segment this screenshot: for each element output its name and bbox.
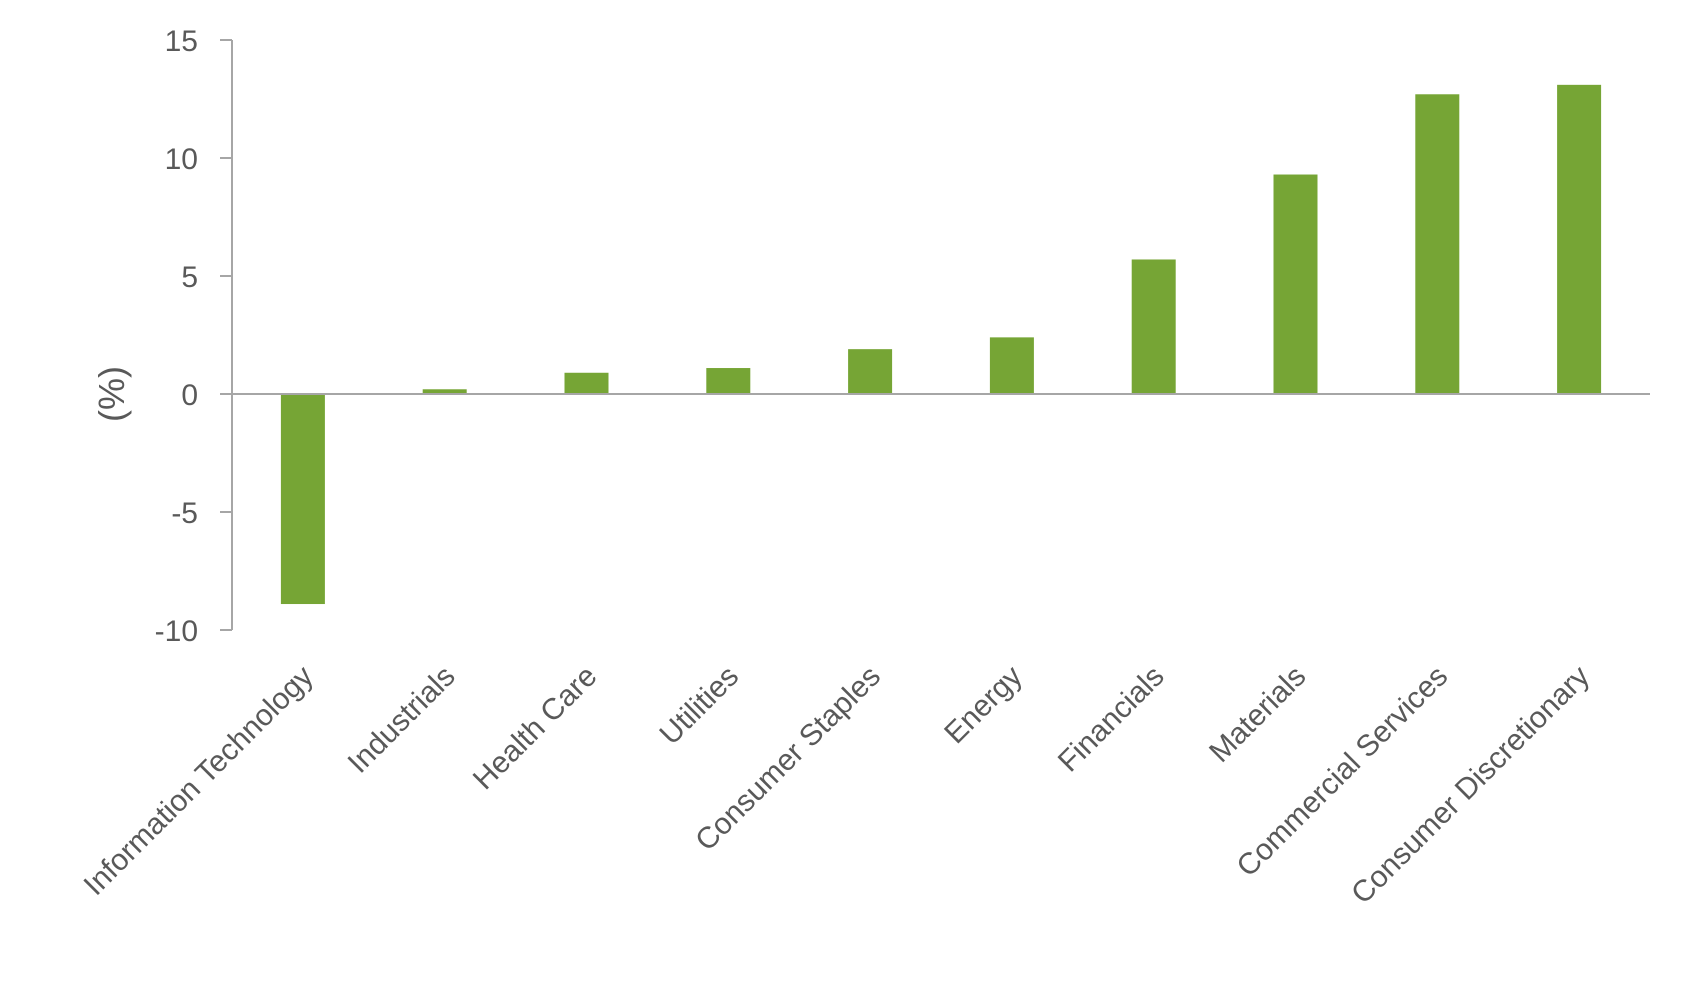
bar (1131, 259, 1176, 394)
bar (422, 389, 467, 394)
bar (706, 368, 751, 394)
x-category-label: Energy (938, 660, 1029, 751)
y-axis-title: (%) (91, 366, 132, 422)
y-tick-label: -10 (155, 615, 198, 648)
x-category-label: Industrials (342, 660, 462, 780)
bar (1557, 84, 1602, 394)
y-tick-label: 5 (181, 261, 198, 294)
bar (848, 349, 893, 394)
y-tick-label: 10 (165, 143, 198, 176)
x-labels-group: Information Technology Industrials Health … (78, 660, 1596, 911)
y-tick-label: 0 (181, 379, 198, 412)
x-category-label: Consumer Discretionary (1345, 660, 1596, 911)
y-tick-label: -5 (171, 497, 198, 530)
bar (989, 337, 1034, 394)
x-category-label: Materials (1203, 660, 1312, 769)
bar (280, 394, 325, 605)
y-tick-label: 15 (165, 25, 198, 58)
x-category-label: Health Care (467, 660, 604, 797)
x-category-label: Utilities (654, 660, 746, 752)
bars-group (280, 84, 1602, 605)
bar (1273, 174, 1318, 394)
y-ticks-group: 15 10 5 0 -5 -10 (155, 25, 232, 648)
bar (1415, 94, 1460, 394)
x-category-label: Information Technology (78, 660, 320, 902)
x-category-label: Financials (1052, 660, 1171, 779)
bar (564, 372, 609, 394)
